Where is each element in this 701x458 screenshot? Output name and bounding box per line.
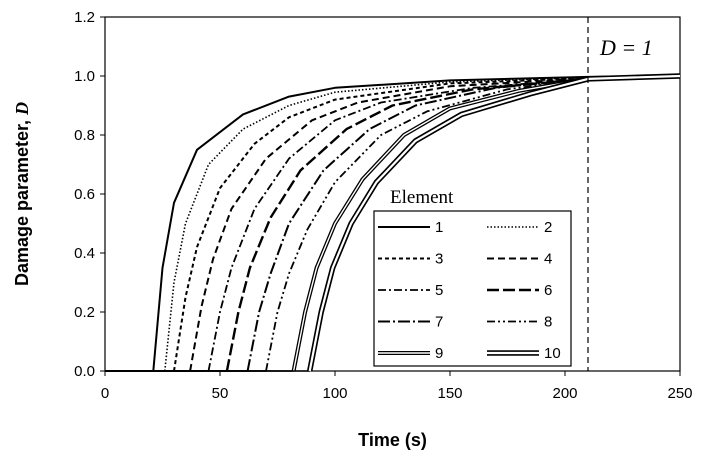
d-equals-one-annotation: D = 1 <box>587 17 653 371</box>
y-tick-label: 1.0 <box>74 68 95 85</box>
series-4-curve <box>189 75 681 372</box>
axis-titles: Time (s) Damage parameter, D <box>12 102 427 450</box>
series-lines <box>105 73 681 372</box>
legend-label-5: 5 <box>435 282 443 299</box>
y-tick-label: 1.2 <box>74 9 95 26</box>
y-tick-label: 0.6 <box>74 186 95 203</box>
legend-label-9: 9 <box>435 345 443 362</box>
x-tick-label: 50 <box>212 385 229 402</box>
y-axis-title-text: Damage parameter, <box>12 115 32 286</box>
y-tick-label: 0.4 <box>74 245 95 262</box>
y-tick-label: 0.8 <box>74 127 95 144</box>
x-tick-label: 150 <box>437 385 462 402</box>
y-axis-title-symbol: D <box>12 102 32 116</box>
legend-item-6: 6 <box>487 282 552 299</box>
legend-label-8: 8 <box>544 314 552 331</box>
series-3-curve <box>173 75 681 372</box>
legend-label-1: 1 <box>435 219 443 236</box>
legend-item-4: 4 <box>487 251 552 268</box>
series-10-curve-inner <box>308 74 681 372</box>
series-5-curve <box>207 75 681 372</box>
legend-item-2: 2 <box>487 219 552 236</box>
legend-item-3: 3 <box>378 251 443 268</box>
legend-title: Element <box>390 187 454 208</box>
series-2-curve <box>164 75 681 372</box>
legend-label-10: 10 <box>544 345 561 362</box>
series-10-line <box>105 73 681 372</box>
x-tick-label: 250 <box>667 385 692 402</box>
x-tick-label: 100 <box>322 385 347 402</box>
legend: Element 1 2 3 4 5 6 7 8 9 10 <box>373 187 572 367</box>
legend-item-1: 1 <box>378 219 443 236</box>
legend-label-4: 4 <box>544 251 552 268</box>
y-tick-label: 0.2 <box>74 304 95 321</box>
legend-label-7: 7 <box>435 314 443 331</box>
legend-label-2: 2 <box>544 219 552 236</box>
legend-item-8: 8 <box>487 314 552 331</box>
x-tick-label: 200 <box>552 385 577 402</box>
legend-item-7: 7 <box>378 314 443 331</box>
series-7-curve <box>246 75 681 372</box>
x-axis-title: Time (s) <box>358 430 427 450</box>
legend-box <box>373 210 572 367</box>
series-1-curve <box>152 75 681 372</box>
d-equals-one-label: D = 1 <box>599 35 653 60</box>
y-tick-label: 0.0 <box>74 363 95 380</box>
legend-item-10: 10 <box>487 345 561 362</box>
axis-ticks: 0 50 100 150 200 250 0.0 0.2 0.4 0.6 0.8 1.0 1.2 <box>74 9 692 402</box>
legend-item-5: 5 <box>378 282 443 299</box>
series-9-curve-inner <box>292 75 681 372</box>
y-axis-title: Damage parameter, D <box>12 102 32 286</box>
x-tick-label: 0 <box>101 385 109 402</box>
legend-label-6: 6 <box>544 282 552 299</box>
legend-label-3: 3 <box>435 251 443 268</box>
legend-item-9: 9 <box>378 345 443 362</box>
